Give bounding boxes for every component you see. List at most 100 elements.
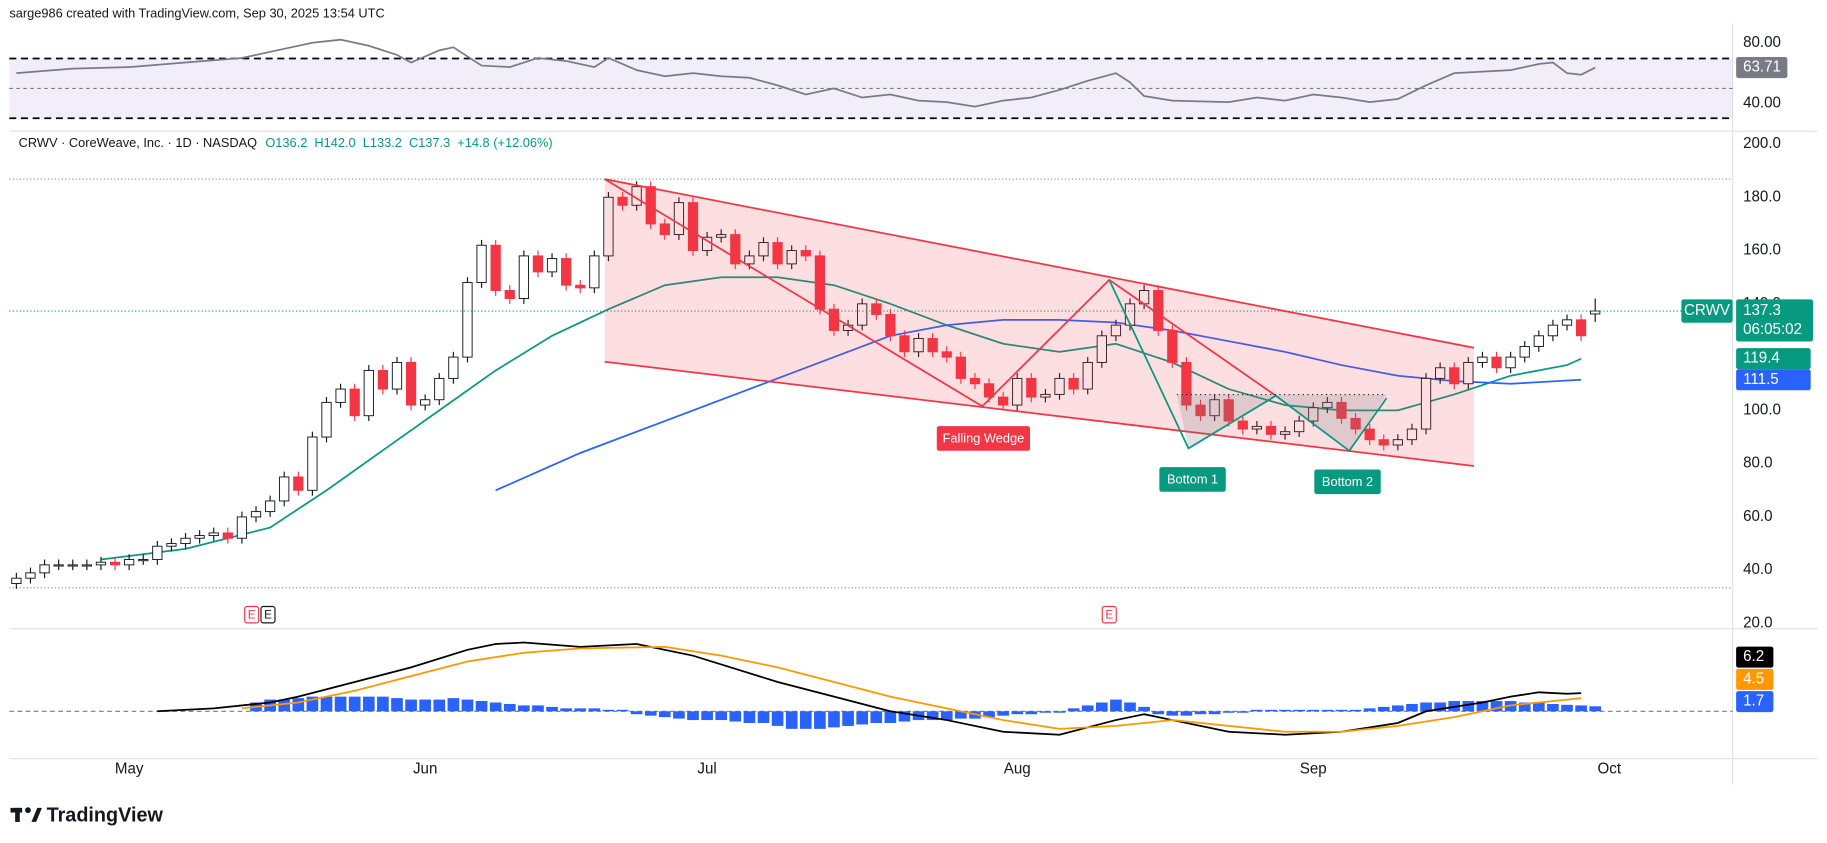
candle-body <box>1209 399 1220 417</box>
candle-body <box>1420 377 1432 430</box>
histogram-bar <box>588 708 601 712</box>
candle-body <box>1110 324 1122 337</box>
candle-body <box>1435 367 1446 379</box>
candle-body <box>222 532 233 539</box>
histogram-bar <box>518 705 530 712</box>
macd-last-value: 6.2 <box>1743 648 1764 665</box>
candle-body <box>645 186 656 225</box>
candle-body <box>998 396 1009 406</box>
histogram-bar <box>348 696 361 712</box>
event-label[interactable]: E <box>248 608 256 621</box>
candle-body <box>575 284 586 289</box>
rsi-last-value: 63.71 <box>1743 59 1781 76</box>
histogram-bar <box>461 699 474 712</box>
candle-body <box>561 258 572 286</box>
y-tick-label: 80.0 <box>1743 455 1772 472</box>
candle-body <box>335 388 346 403</box>
histogram-bar <box>1377 706 1390 712</box>
candle-body <box>1449 367 1460 385</box>
histogram-bar <box>658 711 671 718</box>
histogram-bar <box>1110 699 1122 712</box>
histogram-bar <box>1039 711 1052 713</box>
brand[interactable]: TradingView <box>47 804 164 826</box>
candle-body <box>11 577 22 584</box>
histogram-bar <box>955 711 967 719</box>
event-marker[interactable] <box>260 605 276 624</box>
candle-body <box>124 559 135 566</box>
candle-body <box>39 564 50 574</box>
histogram-bar <box>1095 702 1108 712</box>
candle-body <box>1265 425 1277 435</box>
pattern-drawings: Falling Wedge Bottom 1 Bottom 2 <box>604 178 1475 495</box>
candle-body <box>166 543 177 547</box>
x-tick-label: Sep <box>1300 760 1327 777</box>
x-tick-label: Jul <box>697 760 716 777</box>
candle-body <box>1294 420 1305 433</box>
candle-body <box>405 361 417 406</box>
histogram-bar <box>1490 701 1503 712</box>
event-marker[interactable] <box>1101 605 1117 624</box>
candle-body <box>293 476 304 491</box>
candle-body <box>1068 377 1079 390</box>
histogram-bar <box>743 711 756 723</box>
moving-average <box>100 276 1582 561</box>
histogram-bar <box>1392 705 1404 712</box>
histogram-bar <box>1265 709 1277 712</box>
candle-body <box>1406 428 1418 441</box>
event-label[interactable]: E <box>1105 608 1113 621</box>
candle-body <box>871 303 882 315</box>
candle-body <box>1082 361 1093 390</box>
candle-body <box>1251 425 1263 430</box>
candle-body <box>1336 401 1347 419</box>
histogram-bar <box>1518 702 1531 712</box>
histogram-bar <box>419 699 432 712</box>
y-tick-label: 80.00 <box>1743 34 1781 51</box>
candle-body <box>1533 335 1544 347</box>
histogram-bar <box>278 699 291 712</box>
histogram-bar <box>630 711 643 715</box>
histogram-bar <box>940 711 953 721</box>
candle-body <box>250 511 262 518</box>
logo-slash[interactable] <box>31 807 42 822</box>
histogram-bar <box>616 709 629 712</box>
candle-body <box>349 388 360 417</box>
histogram-bar <box>771 711 784 726</box>
histogram-bar <box>757 711 770 723</box>
histogram-bar <box>715 711 728 721</box>
macd-last-value: 4.5 <box>1743 670 1764 687</box>
legend-low: L133.2 <box>363 135 402 150</box>
histogram-bar <box>1194 711 1207 715</box>
candle-body <box>1561 319 1573 326</box>
histogram-bar <box>1166 711 1179 716</box>
histogram-bar <box>983 711 995 718</box>
logo-dot[interactable] <box>25 807 31 814</box>
logo-bar[interactable] <box>15 807 20 822</box>
histogram-bar <box>926 711 939 721</box>
annotation: Bottom 2 <box>1322 474 1373 489</box>
candle-body <box>913 337 924 353</box>
candle-body <box>969 377 981 385</box>
brand-logo[interactable]: TradingView <box>10 804 163 826</box>
histogram-bar <box>1152 711 1165 715</box>
legend-open: O136.2 <box>265 135 307 150</box>
candle-body <box>786 250 797 265</box>
histogram-bar <box>1363 708 1376 712</box>
legend-high: H142.0 <box>314 135 355 150</box>
candle-body <box>744 255 755 265</box>
histogram-bar <box>489 702 502 712</box>
event-label[interactable]: E <box>264 608 272 621</box>
candle-body <box>673 202 685 236</box>
annotation: Bottom 1 <box>1167 471 1218 486</box>
candle-body <box>1308 407 1319 422</box>
candle-body <box>758 242 769 257</box>
ma-last-value: 111.5 <box>1743 371 1779 388</box>
candle-body <box>1575 319 1587 337</box>
histogram-bar <box>1532 702 1545 712</box>
candle-body <box>927 337 938 353</box>
candle-body <box>391 361 403 390</box>
histogram-bar <box>475 701 488 712</box>
candle-body <box>180 537 191 545</box>
event-marker[interactable] <box>244 605 260 624</box>
